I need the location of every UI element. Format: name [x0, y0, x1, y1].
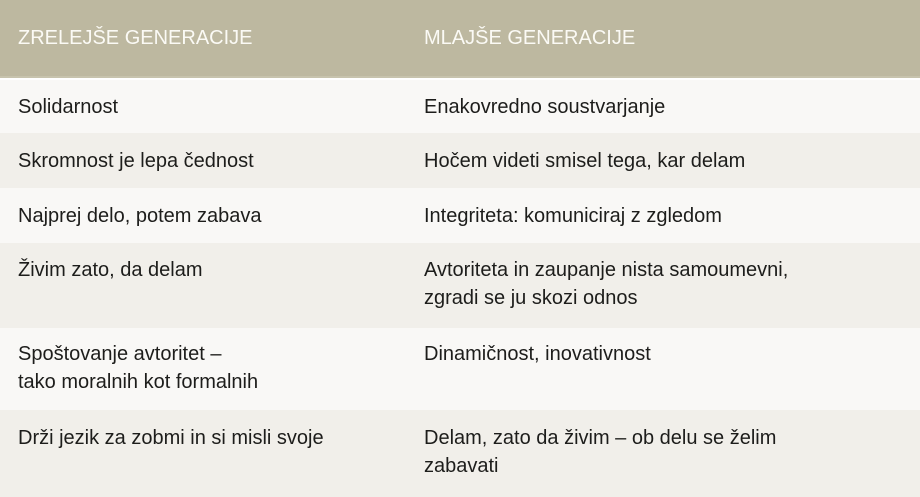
table-body: Solidarnost Enakovredno soustvarjanje Skro… [0, 80, 920, 497]
cell-line: Hočem videti smisel tega, kar delam [424, 149, 746, 172]
older-cell: Živim zato, da delam [0, 256, 424, 328]
older-cell: Skromnost je lepa čednost [0, 147, 424, 175]
younger-cell: Dinamičnost, inovativnost [424, 340, 920, 410]
table-row: Spoštovanje avtoritet – tako moralnih kot… [0, 328, 920, 410]
older-cell: Najprej delo, potem zabava [0, 202, 424, 230]
table-row: Solidarnost Enakovredno soustvarjanje [0, 80, 920, 133]
younger-cell: Hočem videti smisel tega, kar delam [424, 147, 920, 175]
cell-line: Spoštovanje avtoritet – [18, 343, 222, 365]
table-row: Najprej delo, potem zabava Integriteta: k… [0, 188, 920, 243]
cell-line: Najprej delo, potem zabava [18, 204, 262, 227]
cell-line: Živim zato, da delam [18, 259, 203, 281]
younger-cell: Integriteta: komuniciraj z zgledom [424, 202, 920, 230]
older-cell: Solidarnost [0, 93, 424, 121]
cell-line: Drži jezik za zobmi in si misli svoje [18, 427, 324, 449]
cell-line: Dinamičnost, inovativnost [424, 343, 651, 365]
cell-line: Enakovredno soustvarjanje [424, 95, 666, 118]
table-row: Drži jezik za zobmi in si misli svoje Del… [0, 410, 920, 497]
cell-line: Solidarnost [18, 95, 119, 118]
table-row: Živim zato, da delam Avtoriteta in zaupan… [0, 243, 920, 328]
cell-line: Avtoriteta in zaupanje nista samoumevni, [424, 259, 789, 281]
header-younger-generations: MLAJŠE GENERACIJE [424, 26, 636, 49]
younger-cell: Delam, zato da živim – ob delu se želim z… [424, 424, 920, 497]
cell-line: Delam, zato da živim – ob delu se želim [424, 427, 777, 449]
table-header: ZRELEJŠE GENERACIJE MLAJŠE GENERACIJE [0, 0, 920, 78]
younger-cell: Avtoriteta in zaupanje nista samoumevni,… [424, 256, 920, 328]
table-row: Skromnost je lepa čednost Hočem videti sm… [0, 133, 920, 188]
younger-cell: Enakovredno soustvarjanje [424, 93, 920, 121]
cell-line: zabavati [424, 455, 499, 477]
cell-line: zgradi se ju skozi odnos [424, 287, 638, 309]
header-older-generations: ZRELEJŠE GENERACIJE [18, 26, 253, 49]
cell-line: Skromnost je lepa čednost [18, 149, 254, 172]
cell-line: tako moralnih kot formalnih [18, 371, 259, 393]
older-cell: Drži jezik za zobmi in si misli svoje [0, 424, 424, 497]
older-cell: Spoštovanje avtoritet – tako moralnih kot… [0, 340, 424, 410]
cell-line: Integriteta: komuniciraj z zgledom [424, 204, 722, 227]
